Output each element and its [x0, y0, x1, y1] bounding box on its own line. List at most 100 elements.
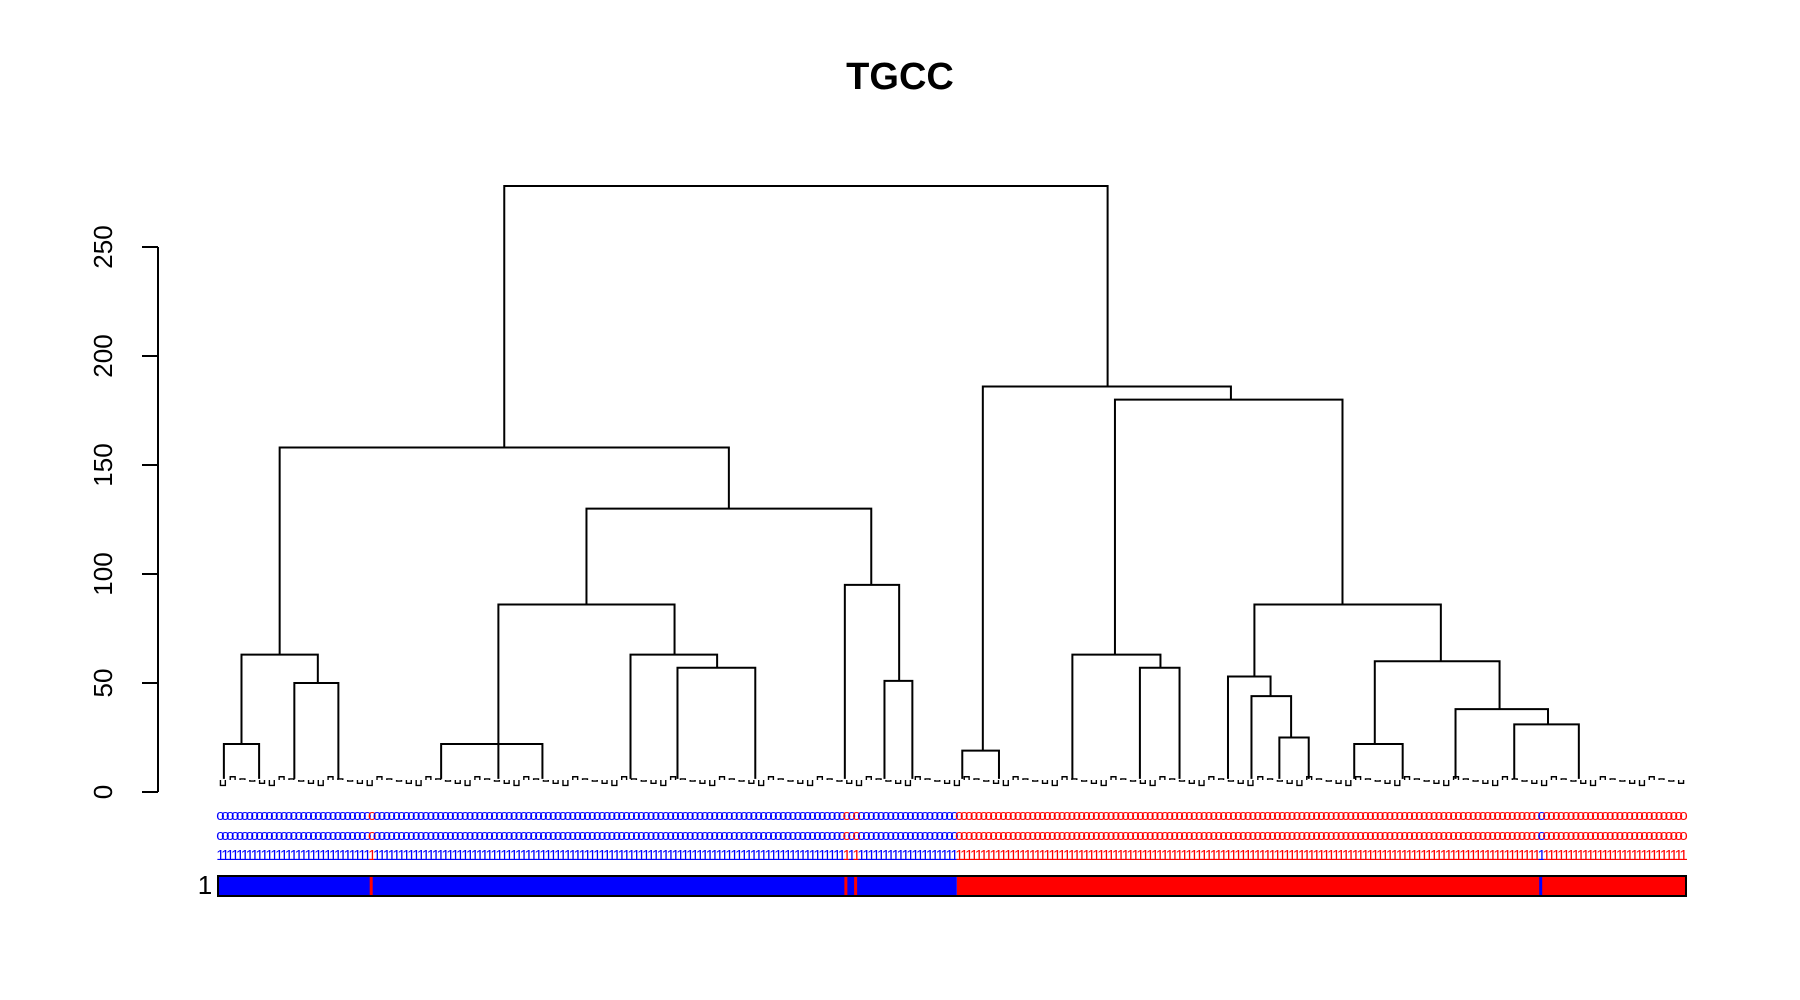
- leaf-label: o: [1263, 827, 1271, 844]
- leaf-link: [581, 778, 589, 780]
- leaf-label: o: [593, 827, 601, 844]
- leaf-label: 1: [1004, 847, 1012, 864]
- leaf-label: o: [1131, 807, 1139, 824]
- leaf-label: o: [803, 827, 811, 844]
- leaf-label: o: [1435, 827, 1443, 844]
- leaf-label: o: [1092, 807, 1100, 824]
- leaf-label: o: [1298, 807, 1306, 824]
- leaf-label: 1: [1498, 847, 1506, 864]
- leaf-label: o: [691, 827, 699, 844]
- leaf-label: 1: [799, 847, 807, 864]
- leaf-label: o: [799, 807, 807, 824]
- leaf-label: o: [280, 827, 288, 844]
- leaf-label: o: [564, 807, 572, 824]
- leaf-label: o: [1386, 807, 1394, 824]
- leaf-label: o: [740, 807, 748, 824]
- leaf-label: 1: [789, 847, 797, 864]
- leaf-label: 1: [1224, 847, 1232, 864]
- leaf-label: o: [852, 807, 860, 824]
- leaf-label: o: [706, 827, 714, 844]
- leaf-label: o: [1391, 827, 1399, 844]
- leaf-label: o: [569, 827, 577, 844]
- leaf-label: 1: [241, 847, 249, 864]
- dendrogram-merge-small-5: [1278, 736, 1310, 779]
- leaf-label: o: [1078, 807, 1086, 824]
- leaf-label: o: [436, 827, 444, 844]
- leaf-link: [767, 776, 775, 780]
- leaf-label: o: [828, 807, 836, 824]
- leaf-link: [1080, 780, 1088, 782]
- leaf-label: o: [911, 827, 919, 844]
- leaf-label: 1: [608, 847, 616, 864]
- leaf-label: o: [1630, 827, 1638, 844]
- leaf-label: o: [1557, 807, 1565, 824]
- leaf-label: 1: [1141, 847, 1149, 864]
- leaf-label: 1: [290, 847, 298, 864]
- leaf-label: 1: [975, 847, 983, 864]
- leaf-link: [532, 778, 540, 780]
- leaf-link: [1501, 776, 1509, 780]
- leaf-label: 1: [1185, 847, 1193, 864]
- leaf-link: [1227, 780, 1235, 782]
- leaf-label: o: [1107, 827, 1115, 844]
- leaf-label: 1: [1195, 847, 1203, 864]
- leaf-label: o: [652, 827, 660, 844]
- leaf-link: [1169, 778, 1176, 780]
- leaf-label: o: [852, 827, 860, 844]
- leaf-label: o: [730, 807, 738, 824]
- leaf-label: o: [397, 807, 405, 824]
- leaf-label: o: [559, 827, 567, 844]
- leaf-label: o: [671, 807, 679, 824]
- leaf-label: o: [1484, 827, 1492, 844]
- leaf-link: [386, 778, 393, 780]
- leaf-link: [1139, 780, 1146, 784]
- leaf-label: o: [1205, 807, 1213, 824]
- leaf-label: o: [627, 807, 635, 824]
- leaf-label: 1: [1097, 847, 1105, 864]
- leaf-label: o: [1322, 807, 1330, 824]
- leaf-label: 1: [1469, 847, 1477, 864]
- leaf-label: o: [1371, 827, 1379, 844]
- leaf-link: [1413, 778, 1421, 780]
- leaf-label: 1: [368, 847, 376, 864]
- leaf-label: o: [1440, 807, 1448, 824]
- leaf-label: 1: [1131, 847, 1139, 864]
- leaf-label: o: [1141, 827, 1149, 844]
- leaf-label: o: [1577, 807, 1585, 824]
- leaf-label: 1: [554, 847, 562, 864]
- leaf-label: o: [436, 807, 444, 824]
- leaf-label: o: [1449, 827, 1457, 844]
- leaf-label: o: [461, 827, 469, 844]
- leaf-label: o: [1547, 827, 1555, 844]
- leaf-label: o: [931, 807, 939, 824]
- leaf-link: [1120, 778, 1127, 780]
- leaf-label: o: [1307, 807, 1315, 824]
- leaf-label: 1: [270, 847, 278, 864]
- leaf-link: [483, 778, 491, 780]
- leaf-label: o: [417, 827, 425, 844]
- leaf-label: o: [1283, 827, 1291, 844]
- leaf-label: o: [985, 807, 993, 824]
- leaf-label: o: [251, 807, 259, 824]
- leaf-link: [875, 778, 882, 780]
- leaf-label: o: [632, 827, 640, 844]
- leaf-label: o: [965, 827, 973, 844]
- leaf-label: 1: [1381, 847, 1389, 864]
- leaf-label: o: [1170, 827, 1178, 844]
- leaf-link: [1090, 780, 1098, 784]
- color-bar-exception: [844, 876, 848, 896]
- leaf-link: [337, 778, 344, 780]
- leaf-label: o: [1268, 827, 1276, 844]
- leaf-label: o: [1366, 827, 1374, 844]
- leaf-label: o: [666, 827, 674, 844]
- leaf-label: o: [779, 807, 787, 824]
- leaf-label: 1: [1410, 847, 1418, 864]
- leaf-label: o: [1606, 827, 1614, 844]
- leaf-label: o: [246, 827, 254, 844]
- leaf-label: o: [539, 807, 547, 824]
- leaf-label: 1: [1205, 847, 1213, 864]
- dendrogram-merge-left-main: [278, 446, 730, 655]
- dendrogram-merge-mid-right: [843, 583, 901, 779]
- leaf-label: o: [1244, 807, 1252, 824]
